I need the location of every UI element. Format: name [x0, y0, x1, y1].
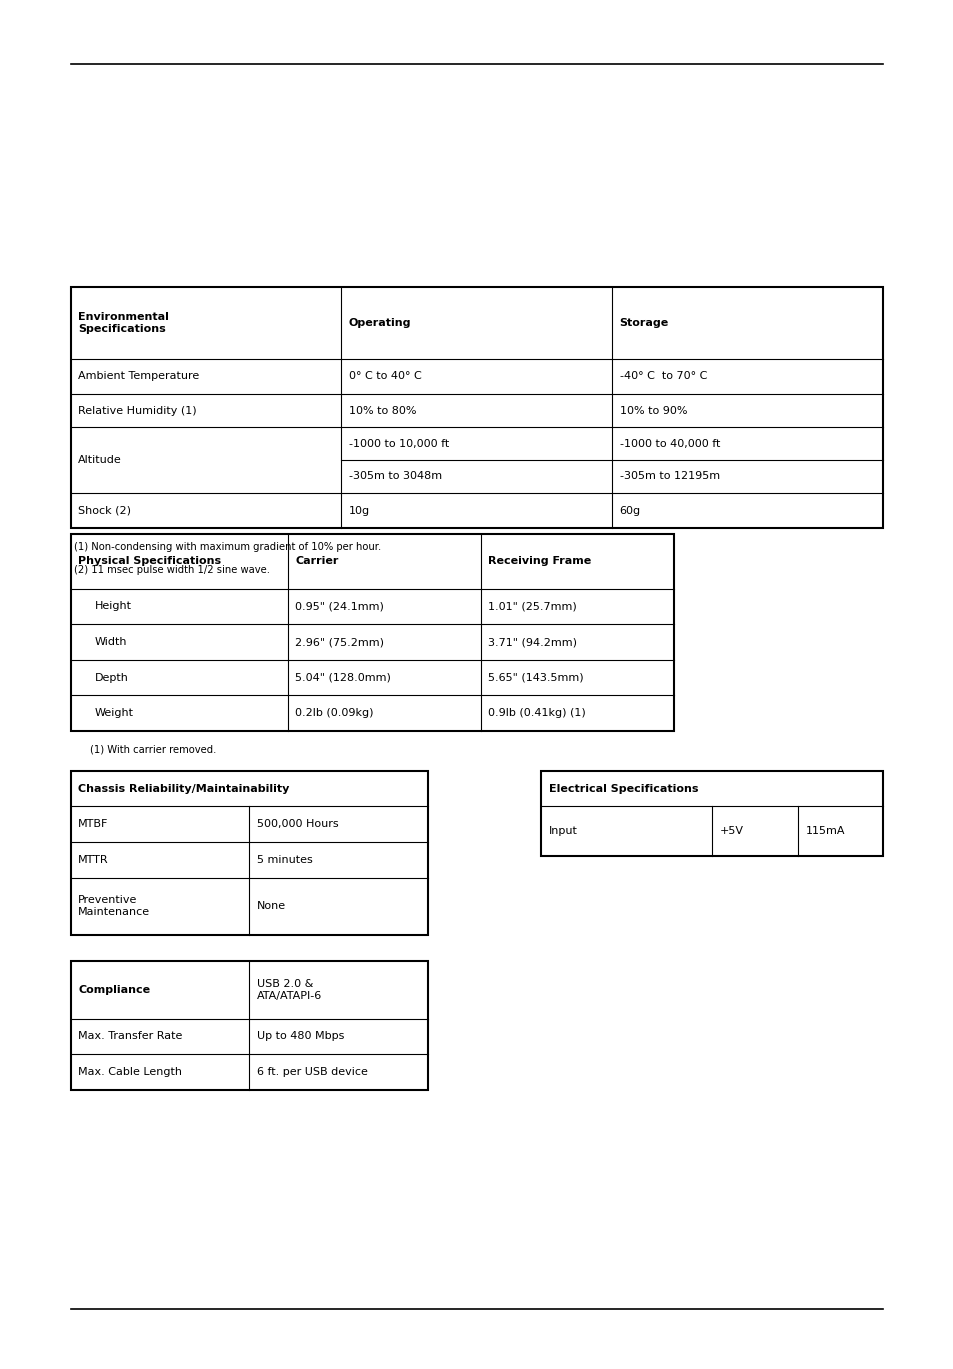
- Bar: [540, 771, 882, 856]
- Text: +5V: +5V: [719, 826, 743, 836]
- Text: Electrical Specifications: Electrical Specifications: [548, 783, 698, 794]
- Bar: [71, 287, 882, 528]
- Text: Up to 480 Mbps: Up to 480 Mbps: [257, 1031, 344, 1042]
- Text: 10% to 80%: 10% to 80%: [349, 405, 416, 416]
- Text: MTTR: MTTR: [78, 854, 109, 865]
- Text: Preventive
Maintenance: Preventive Maintenance: [78, 895, 151, 917]
- Text: MTBF: MTBF: [78, 819, 109, 830]
- Text: 2.96" (75.2mm): 2.96" (75.2mm): [295, 637, 384, 648]
- Text: Max. Transfer Rate: Max. Transfer Rate: [78, 1031, 182, 1042]
- Bar: [71, 534, 673, 731]
- Text: 115mA: 115mA: [804, 826, 844, 836]
- Text: Receiving Frame: Receiving Frame: [488, 556, 591, 567]
- Text: 60g: 60g: [618, 505, 640, 516]
- Text: Height: Height: [94, 601, 132, 612]
- Text: 10% to 90%: 10% to 90%: [618, 405, 686, 416]
- Text: Chassis Reliability/Maintainability: Chassis Reliability/Maintainability: [78, 783, 290, 794]
- Text: None: None: [257, 901, 286, 912]
- Text: 5.65" (143.5mm): 5.65" (143.5mm): [488, 672, 583, 683]
- Text: Storage: Storage: [618, 318, 668, 329]
- Text: 5 minutes: 5 minutes: [257, 854, 313, 865]
- Text: Ambient Temperature: Ambient Temperature: [78, 371, 199, 382]
- Text: 6 ft. per USB device: 6 ft. per USB device: [257, 1066, 368, 1077]
- Text: Carrier: Carrier: [295, 556, 338, 567]
- Text: Input: Input: [548, 826, 577, 836]
- Text: -1000 to 40,000 ft: -1000 to 40,000 ft: [618, 438, 720, 449]
- Text: Physical Specifications: Physical Specifications: [78, 556, 221, 567]
- Text: Environmental
Specifications: Environmental Specifications: [78, 312, 169, 334]
- Text: Width: Width: [94, 637, 127, 648]
- Text: 0° C to 40° C: 0° C to 40° C: [349, 371, 421, 382]
- Text: Max. Cable Length: Max. Cable Length: [78, 1066, 182, 1077]
- Text: 5.04" (128.0mm): 5.04" (128.0mm): [295, 672, 391, 683]
- Text: 10g: 10g: [349, 505, 370, 516]
- Text: Depth: Depth: [94, 672, 129, 683]
- Text: Compliance: Compliance: [78, 984, 151, 995]
- Text: -305m to 3048m: -305m to 3048m: [349, 471, 441, 482]
- Text: Operating: Operating: [349, 318, 411, 329]
- Text: -305m to 12195m: -305m to 12195m: [618, 471, 719, 482]
- Text: 500,000 Hours: 500,000 Hours: [257, 819, 338, 830]
- Text: (1) Non-condensing with maximum gradient of 10% per hour.: (1) Non-condensing with maximum gradient…: [74, 542, 381, 552]
- Text: (1) With carrier removed.: (1) With carrier removed.: [90, 745, 215, 754]
- Text: USB 2.0 &
ATA/ATAPI-6: USB 2.0 & ATA/ATAPI-6: [257, 979, 322, 1001]
- Text: -40° C  to 70° C: -40° C to 70° C: [618, 371, 706, 382]
- Text: 0.95" (24.1mm): 0.95" (24.1mm): [295, 601, 384, 612]
- Text: Altitude: Altitude: [78, 455, 122, 465]
- Text: (2) 11 msec pulse width 1/2 sine wave.: (2) 11 msec pulse width 1/2 sine wave.: [74, 565, 270, 575]
- Bar: [71, 771, 428, 935]
- Text: Relative Humidity (1): Relative Humidity (1): [78, 405, 196, 416]
- Text: Weight: Weight: [94, 708, 133, 719]
- Text: 0.2lb (0.09kg): 0.2lb (0.09kg): [295, 708, 374, 719]
- Text: 3.71" (94.2mm): 3.71" (94.2mm): [488, 637, 577, 648]
- Text: -1000 to 10,000 ft: -1000 to 10,000 ft: [349, 438, 449, 449]
- Text: 1.01" (25.7mm): 1.01" (25.7mm): [488, 601, 577, 612]
- Text: 0.9lb (0.41kg) (1): 0.9lb (0.41kg) (1): [488, 708, 585, 719]
- Text: Shock (2): Shock (2): [78, 505, 132, 516]
- Bar: [71, 961, 428, 1090]
